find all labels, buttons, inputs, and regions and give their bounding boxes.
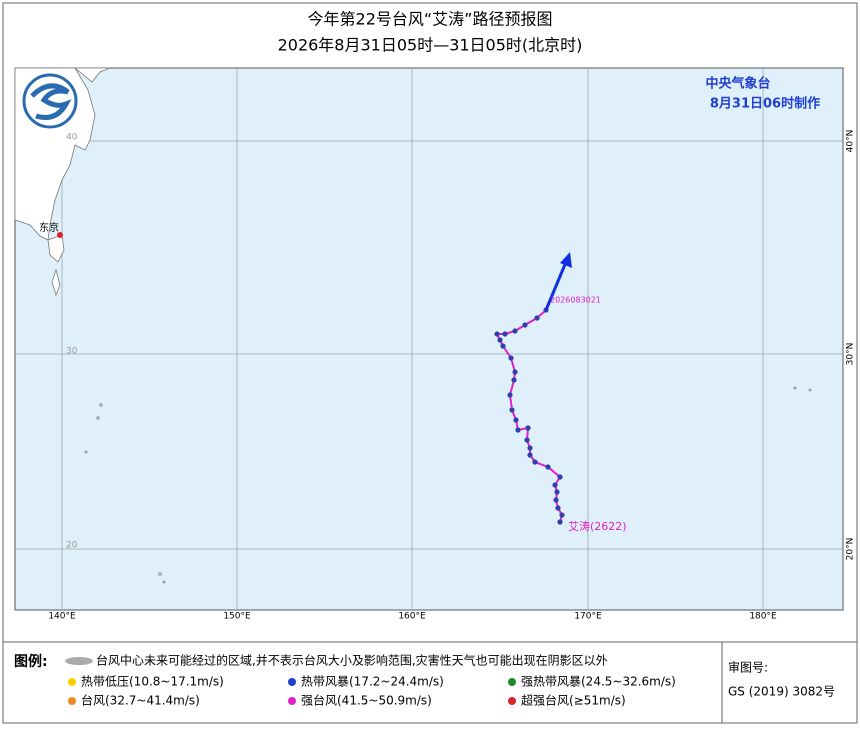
legend-dot bbox=[508, 678, 516, 686]
lat-label: 20°N bbox=[846, 538, 856, 561]
subtitle: 2026年8月31日05时—31日05时(北京时) bbox=[278, 36, 583, 55]
forecast-arrow bbox=[560, 252, 572, 268]
typhoon-track bbox=[495, 309, 564, 523]
track-point bbox=[532, 459, 538, 465]
track-point bbox=[545, 464, 551, 470]
track-point bbox=[552, 482, 558, 488]
track-point bbox=[513, 417, 519, 423]
legend-dot bbox=[68, 697, 76, 705]
track-point bbox=[511, 377, 517, 383]
legend-label: 热带低压(10.8~17.1m/s) bbox=[81, 675, 224, 689]
track-point bbox=[512, 369, 518, 375]
legend-dot bbox=[288, 697, 296, 705]
track-point bbox=[500, 343, 506, 349]
review-number: GS (2019) 3082号 bbox=[728, 685, 835, 699]
legend-dot bbox=[508, 697, 516, 705]
lat-inner-label: 30 bbox=[66, 347, 78, 357]
track-point bbox=[553, 497, 559, 503]
lon-label: 150°E bbox=[223, 612, 251, 622]
track-point bbox=[557, 519, 563, 525]
track-point bbox=[497, 337, 503, 343]
city-marker bbox=[57, 232, 63, 238]
title: 今年第22号台风“艾涛”路径预报图 bbox=[308, 10, 553, 29]
track-point bbox=[524, 437, 530, 443]
legend-label: 强热带风暴(24.5~32.6m/s) bbox=[521, 675, 676, 689]
track-point bbox=[527, 452, 533, 458]
review-label: 审图号: bbox=[728, 660, 768, 675]
track-point bbox=[554, 489, 560, 495]
lon-label: 160°E bbox=[398, 612, 426, 622]
track-point bbox=[515, 427, 521, 433]
cone-label: 台风中心未来可能经过的区域,并不表示台风大小及影响范围,灾害性天气也可能出现在阴… bbox=[96, 653, 608, 668]
legend-title: 图例: bbox=[14, 653, 48, 670]
legend-label: 台风(32.7~41.4m/s) bbox=[81, 693, 200, 708]
typhoon-name: 艾涛(2622) bbox=[568, 519, 627, 533]
logo bbox=[22, 73, 78, 129]
legend-dot bbox=[288, 678, 296, 686]
track-point bbox=[525, 425, 531, 431]
legend-items: 热带低压(10.8~17.1m/s) 热带风暴(17.2~24.4m/s) 强热带风… bbox=[68, 675, 676, 708]
track-point bbox=[507, 392, 513, 398]
track-point bbox=[494, 331, 500, 337]
legend-label: 强台风(41.5~50.9m/s) bbox=[301, 693, 432, 708]
track-point bbox=[559, 512, 565, 518]
lon-label: 170°E bbox=[574, 612, 602, 622]
legend-box bbox=[2, 641, 858, 724]
lat-label: 40°N bbox=[846, 130, 856, 153]
track-point bbox=[527, 445, 533, 451]
lat-label: 30°N bbox=[846, 343, 856, 366]
lon-label: 140°E bbox=[48, 612, 76, 622]
issuer-name: 中央气象台 bbox=[705, 76, 770, 92]
track-point bbox=[502, 331, 508, 337]
map-area bbox=[14, 67, 844, 611]
track-point bbox=[508, 355, 514, 361]
track-point bbox=[555, 505, 561, 511]
legend-label: 热带风暴(17.2~24.4m/s) bbox=[301, 675, 444, 689]
city-label: 东京 bbox=[39, 221, 59, 234]
issuer-time: 8月31日06时制作 bbox=[710, 96, 820, 112]
track-point bbox=[557, 474, 563, 480]
lon-label: 180°E bbox=[749, 612, 777, 622]
track-points bbox=[494, 307, 565, 525]
forecast-track bbox=[544, 261, 568, 311]
lat-inner-label: 40 bbox=[66, 133, 78, 143]
legend-dot bbox=[68, 678, 76, 686]
track-time: 2026083021 bbox=[550, 296, 601, 305]
track-point bbox=[512, 328, 518, 334]
legend-label: 超强台风(≥51m/s) bbox=[521, 693, 626, 708]
track-point bbox=[522, 322, 528, 328]
lat-inner-label: 20 bbox=[66, 541, 78, 551]
track-point bbox=[534, 315, 540, 321]
cone-swatch bbox=[65, 657, 93, 665]
track-point bbox=[509, 407, 515, 413]
